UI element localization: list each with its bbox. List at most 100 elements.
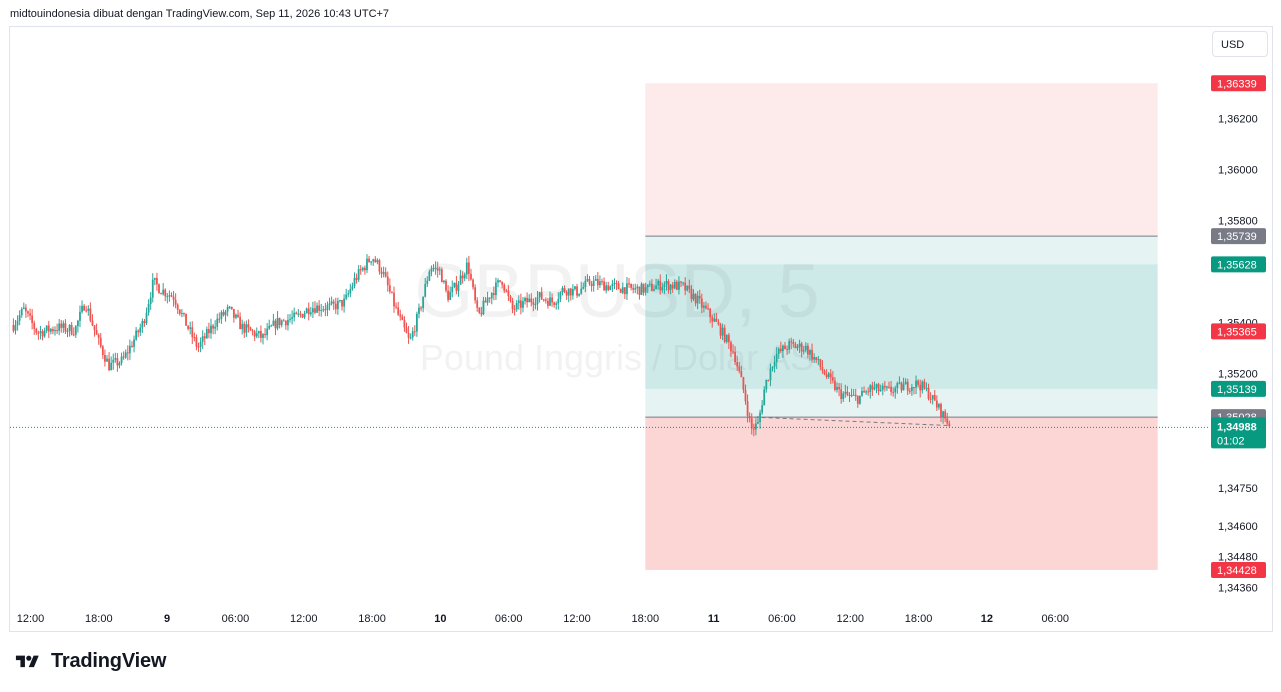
candle-body bbox=[744, 389, 747, 402]
candle-body bbox=[43, 330, 46, 337]
candle-body bbox=[675, 281, 678, 290]
candle-body bbox=[879, 389, 882, 392]
chart-area[interactable] bbox=[9, 26, 1273, 632]
candle-body bbox=[829, 373, 832, 378]
price-tag: 1,35139 bbox=[1211, 380, 1266, 397]
candle-body bbox=[332, 301, 335, 304]
candle-body bbox=[153, 277, 156, 280]
candle-body bbox=[24, 307, 27, 312]
candle-body bbox=[455, 282, 458, 291]
candle-body bbox=[865, 391, 868, 393]
candle-body bbox=[492, 293, 495, 296]
candle-body bbox=[97, 334, 100, 338]
candle-body bbox=[210, 325, 212, 334]
candle-body bbox=[553, 302, 556, 305]
candle-body bbox=[717, 321, 720, 325]
x-tick-label: 10 bbox=[434, 613, 446, 625]
candle-body bbox=[409, 337, 412, 339]
candle-body bbox=[101, 346, 104, 355]
candle-body bbox=[147, 304, 150, 313]
candle-body bbox=[752, 428, 755, 430]
candle-body bbox=[20, 308, 23, 316]
candle-body bbox=[844, 391, 847, 394]
price-tag-label: 1,35365 bbox=[1217, 326, 1257, 338]
candle-body bbox=[451, 286, 454, 292]
candle-body bbox=[565, 291, 568, 296]
candle-body bbox=[638, 286, 641, 295]
candle-body bbox=[347, 293, 350, 295]
y-tick-label: 1,34360 bbox=[1218, 582, 1258, 594]
candle-body bbox=[929, 398, 932, 400]
candle-body bbox=[769, 368, 772, 381]
y-tick-label: 1,34480 bbox=[1218, 552, 1258, 564]
candle-body bbox=[705, 305, 707, 309]
price-tag: 1,36339 bbox=[1211, 75, 1266, 92]
candle-body bbox=[626, 283, 628, 295]
candle-body bbox=[944, 411, 947, 419]
candle-body bbox=[280, 320, 283, 326]
y-tick-label: 1,34750 bbox=[1218, 483, 1258, 495]
candle-body bbox=[644, 287, 647, 293]
candle-body bbox=[110, 362, 113, 371]
candle-body bbox=[141, 321, 144, 328]
candle-body bbox=[544, 299, 547, 301]
candle-body bbox=[896, 383, 899, 388]
candle-body bbox=[863, 390, 865, 393]
candle-body bbox=[796, 346, 799, 349]
candle-body bbox=[91, 320, 94, 326]
candle-body bbox=[754, 423, 757, 430]
candle-body bbox=[322, 309, 325, 311]
candle-body bbox=[212, 325, 214, 329]
candle-body bbox=[226, 306, 229, 312]
candle-body bbox=[122, 356, 125, 358]
y-tick-label: 1,34600 bbox=[1218, 521, 1258, 533]
candle-body bbox=[343, 298, 346, 307]
price-tag: 1,35628 bbox=[1211, 256, 1266, 273]
candle-body bbox=[241, 323, 244, 330]
candle-body bbox=[472, 279, 474, 288]
candle-body bbox=[686, 285, 689, 291]
candle-body bbox=[339, 300, 341, 302]
candle-body bbox=[530, 298, 533, 303]
candle-body bbox=[817, 359, 820, 361]
candle-body bbox=[370, 261, 373, 263]
candle-body bbox=[70, 324, 73, 335]
price-tag-label: 1,36339 bbox=[1217, 78, 1257, 90]
candle-body bbox=[732, 351, 734, 353]
candle-body bbox=[634, 288, 637, 290]
candle-body bbox=[713, 318, 716, 322]
candle-body bbox=[176, 304, 179, 310]
candle-body bbox=[578, 293, 581, 296]
last-price-label: 1,34988 bbox=[1217, 421, 1257, 433]
candle-body bbox=[894, 387, 897, 393]
candle-body bbox=[222, 312, 225, 316]
candle-body bbox=[434, 267, 437, 269]
candle-body bbox=[821, 366, 824, 371]
candle-body bbox=[334, 303, 337, 310]
candle-body bbox=[946, 418, 949, 424]
candle-body bbox=[372, 259, 375, 262]
candle-body bbox=[255, 333, 258, 337]
candle-body bbox=[761, 405, 764, 413]
candle-body bbox=[289, 318, 291, 320]
tradingview-logo[interactable]: TradingView bbox=[12, 650, 166, 673]
candle-body bbox=[923, 381, 926, 389]
candle-body bbox=[478, 307, 481, 313]
candle-body bbox=[438, 269, 441, 271]
candle-body bbox=[447, 290, 449, 300]
candle-body bbox=[68, 324, 71, 331]
candle-body bbox=[415, 313, 418, 332]
candle-body bbox=[615, 283, 618, 285]
candle-body bbox=[519, 300, 522, 308]
candle-body bbox=[106, 358, 108, 362]
candle-body bbox=[673, 281, 676, 289]
candle-body bbox=[309, 312, 312, 315]
candle-body bbox=[715, 318, 718, 322]
candle-body bbox=[738, 366, 741, 371]
candle-body bbox=[361, 267, 364, 271]
candle-body bbox=[692, 293, 695, 300]
candle-body bbox=[727, 334, 730, 343]
candle-body bbox=[72, 334, 75, 336]
currency-button[interactable]: USD bbox=[1212, 31, 1268, 57]
